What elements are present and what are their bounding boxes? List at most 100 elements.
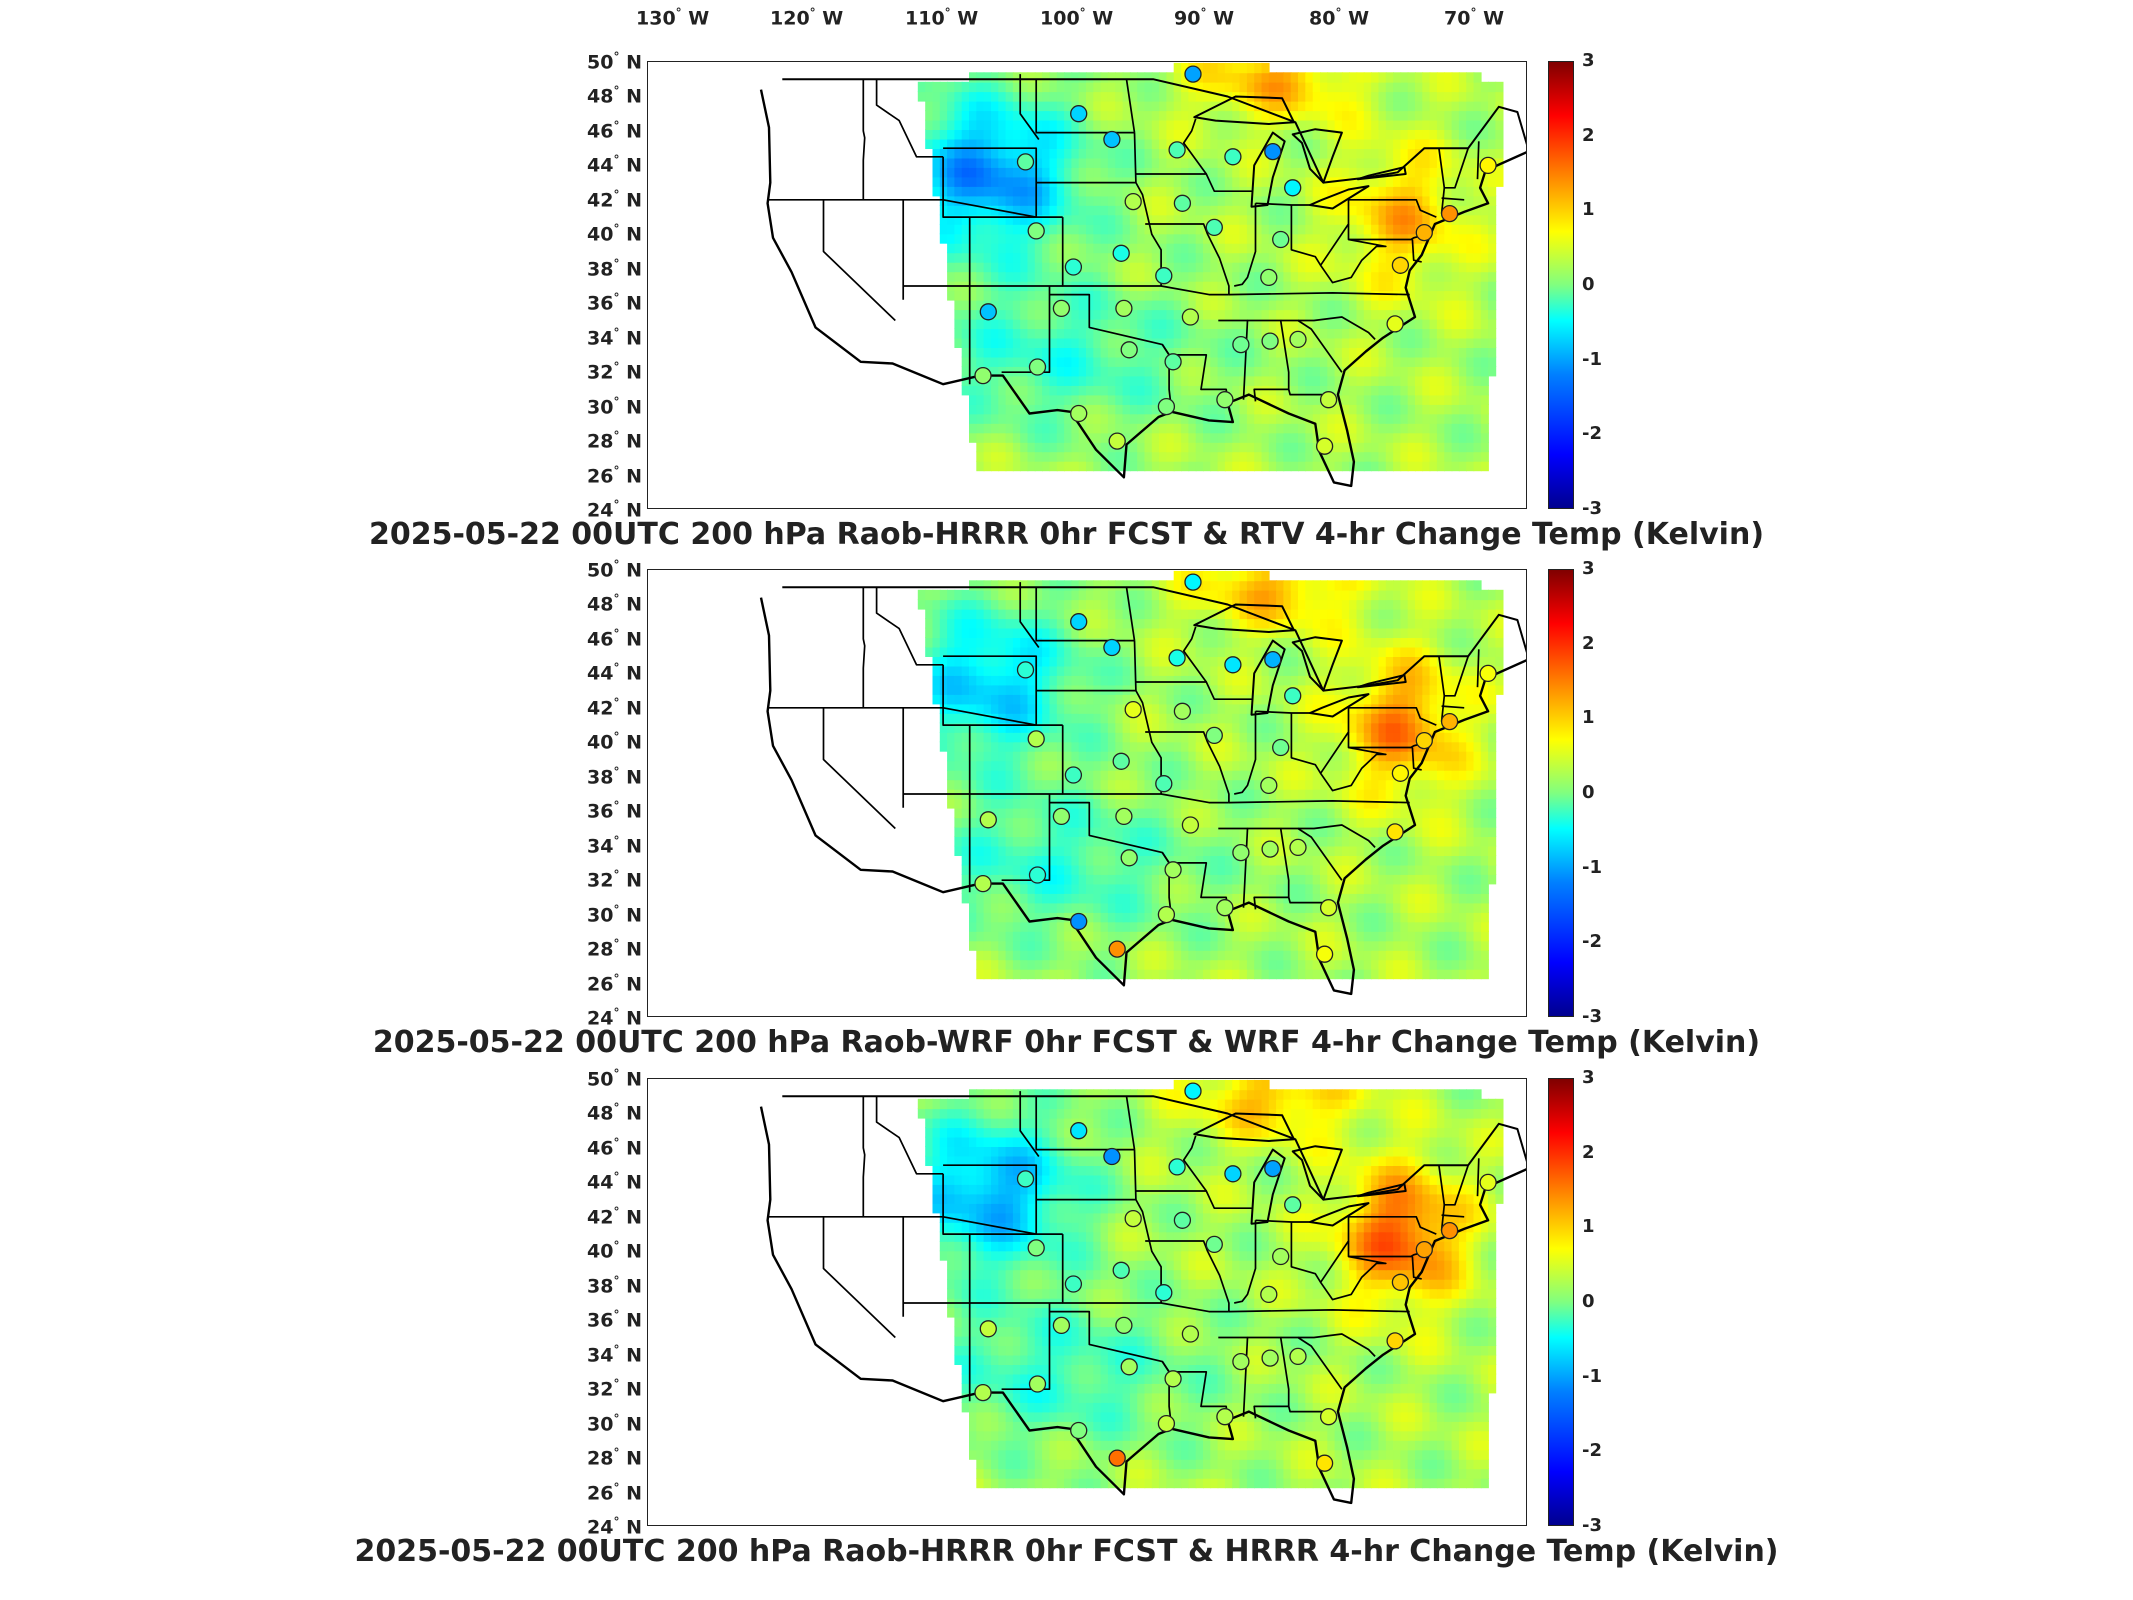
lat-tick-label: 36° N — [587, 291, 642, 315]
lat-tick-label: 26° N — [587, 463, 642, 487]
station-marker — [1070, 1122, 1088, 1140]
station-marker — [1173, 1211, 1192, 1229]
temperature-map — [759, 1079, 1526, 1505]
station-marker — [979, 303, 997, 321]
station-marker — [1070, 912, 1088, 931]
station-marker — [1103, 1147, 1121, 1166]
station-marker — [1264, 142, 1282, 161]
station-marker — [1115, 299, 1133, 318]
station-marker — [1157, 1414, 1176, 1433]
station-marker — [1261, 332, 1279, 350]
lat-tick-label: 38° N — [587, 764, 642, 789]
station-marker — [1260, 1285, 1278, 1304]
station-marker — [1027, 222, 1045, 240]
colorbar-tick-label: 0 — [1582, 1291, 1595, 1312]
station-marker — [1264, 1159, 1282, 1178]
station-marker — [1216, 899, 1234, 917]
panel-title: 2025-05-22 00UTC 200 hPa Raob-HRRR 0hr F… — [368, 517, 1765, 552]
lon-tick-label: 90° W — [1174, 6, 1235, 30]
temperature-field — [917, 570, 1504, 980]
colorbar-tick-label: -2 — [1582, 931, 1602, 953]
station-marker — [1415, 1240, 1433, 1259]
station-marker — [1216, 391, 1234, 409]
station-marker — [1181, 308, 1200, 326]
station-marker — [1386, 823, 1404, 841]
station-marker — [1052, 807, 1071, 826]
lat-tick-label: 24° N — [587, 1515, 642, 1539]
colorbar-tick-label: 2 — [1582, 124, 1595, 146]
lat-tick-label: 26° N — [587, 1480, 642, 1504]
station-marker — [1272, 230, 1290, 249]
station-marker — [1112, 244, 1130, 262]
station-marker — [979, 811, 997, 829]
station-marker — [979, 1320, 997, 1338]
map-panel-1: 50° N 48° N 46° N 44° N 42° N 40° N 38° N 36° N… — [0, 50, 2133, 569]
colorbar-tick-label: -3 — [1582, 498, 1602, 519]
colorbar-tick-label: 1 — [1582, 199, 1595, 221]
station-marker — [1272, 1247, 1290, 1266]
lat-tick-label: 44° N — [587, 661, 642, 685]
station-marker — [1168, 649, 1186, 667]
station-marker — [1070, 404, 1088, 423]
station-marker — [1064, 1275, 1083, 1293]
station-marker — [1284, 179, 1302, 197]
station-marker — [1064, 766, 1083, 784]
station-marker — [1415, 223, 1433, 242]
station-marker — [1112, 1261, 1130, 1279]
lon-tick-label: 110° W — [905, 6, 979, 30]
colorbar-tick-label: -1 — [1582, 348, 1602, 370]
colorbar — [1548, 1078, 1574, 1526]
station-marker — [1155, 775, 1173, 793]
lat-tick-label: 46° N — [587, 118, 642, 143]
lat-tick-label: 40° N — [587, 222, 642, 246]
station-marker — [1289, 1347, 1307, 1366]
lat-tick-label: 44° N — [587, 153, 642, 177]
map-panel-3: 50° N 48° N 46° N 44° N 42° N 40° N 38° N 36° N… — [0, 1067, 2133, 1586]
station-marker — [1016, 661, 1035, 679]
colorbar — [1548, 61, 1574, 509]
lat-tick-label: 40° N — [587, 1239, 642, 1263]
lat-tick-label: 32° N — [587, 1377, 642, 1401]
station-marker — [1181, 816, 1200, 834]
station-marker — [1319, 391, 1338, 409]
station-marker — [1260, 776, 1278, 795]
geographic-boundaries — [759, 1091, 1526, 1505]
map-plot-area — [647, 1078, 1527, 1526]
station-marker — [1232, 335, 1250, 354]
map-plot-area — [647, 61, 1527, 509]
colorbar-tick-label: -2 — [1582, 1440, 1602, 1462]
colorbar-tick-label: 3 — [1582, 1067, 1595, 1088]
station-marker — [1479, 156, 1497, 175]
station-marker — [1052, 299, 1071, 318]
station-marker — [1415, 731, 1433, 750]
lat-tick-label: 34° N — [587, 833, 642, 858]
station-marker — [1205, 1235, 1223, 1254]
station-marker — [1168, 141, 1186, 159]
station-marker — [1391, 1273, 1410, 1291]
lat-tick-label: 48° N — [587, 592, 642, 616]
station-marker — [1391, 256, 1410, 274]
station-marker — [1124, 192, 1142, 211]
station-marker — [1261, 840, 1279, 858]
station-marker — [1479, 1173, 1497, 1192]
station-marker — [1108, 432, 1126, 450]
station-marker — [1108, 1449, 1126, 1467]
station-marker — [1232, 1352, 1250, 1371]
colorbar-tick-label: -2 — [1582, 423, 1602, 445]
station-marker — [1315, 437, 1334, 455]
station-marker — [1070, 613, 1088, 631]
colorbar-tick-label: 2 — [1582, 1141, 1595, 1163]
station-marker — [1315, 945, 1334, 963]
station-marker — [1181, 1325, 1200, 1343]
station-marker — [1224, 1165, 1242, 1183]
colorbar — [1548, 569, 1574, 1017]
station-marker — [1284, 1196, 1302, 1214]
raob-stations — [974, 573, 1497, 963]
station-marker — [1315, 1454, 1334, 1472]
station-marker — [1284, 687, 1302, 705]
station-marker — [974, 1383, 992, 1402]
lon-tick-label: 70° W — [1444, 6, 1505, 30]
lat-tick-label: 34° N — [587, 325, 642, 350]
station-marker — [1112, 752, 1130, 770]
temperature-field — [917, 1079, 1504, 1489]
